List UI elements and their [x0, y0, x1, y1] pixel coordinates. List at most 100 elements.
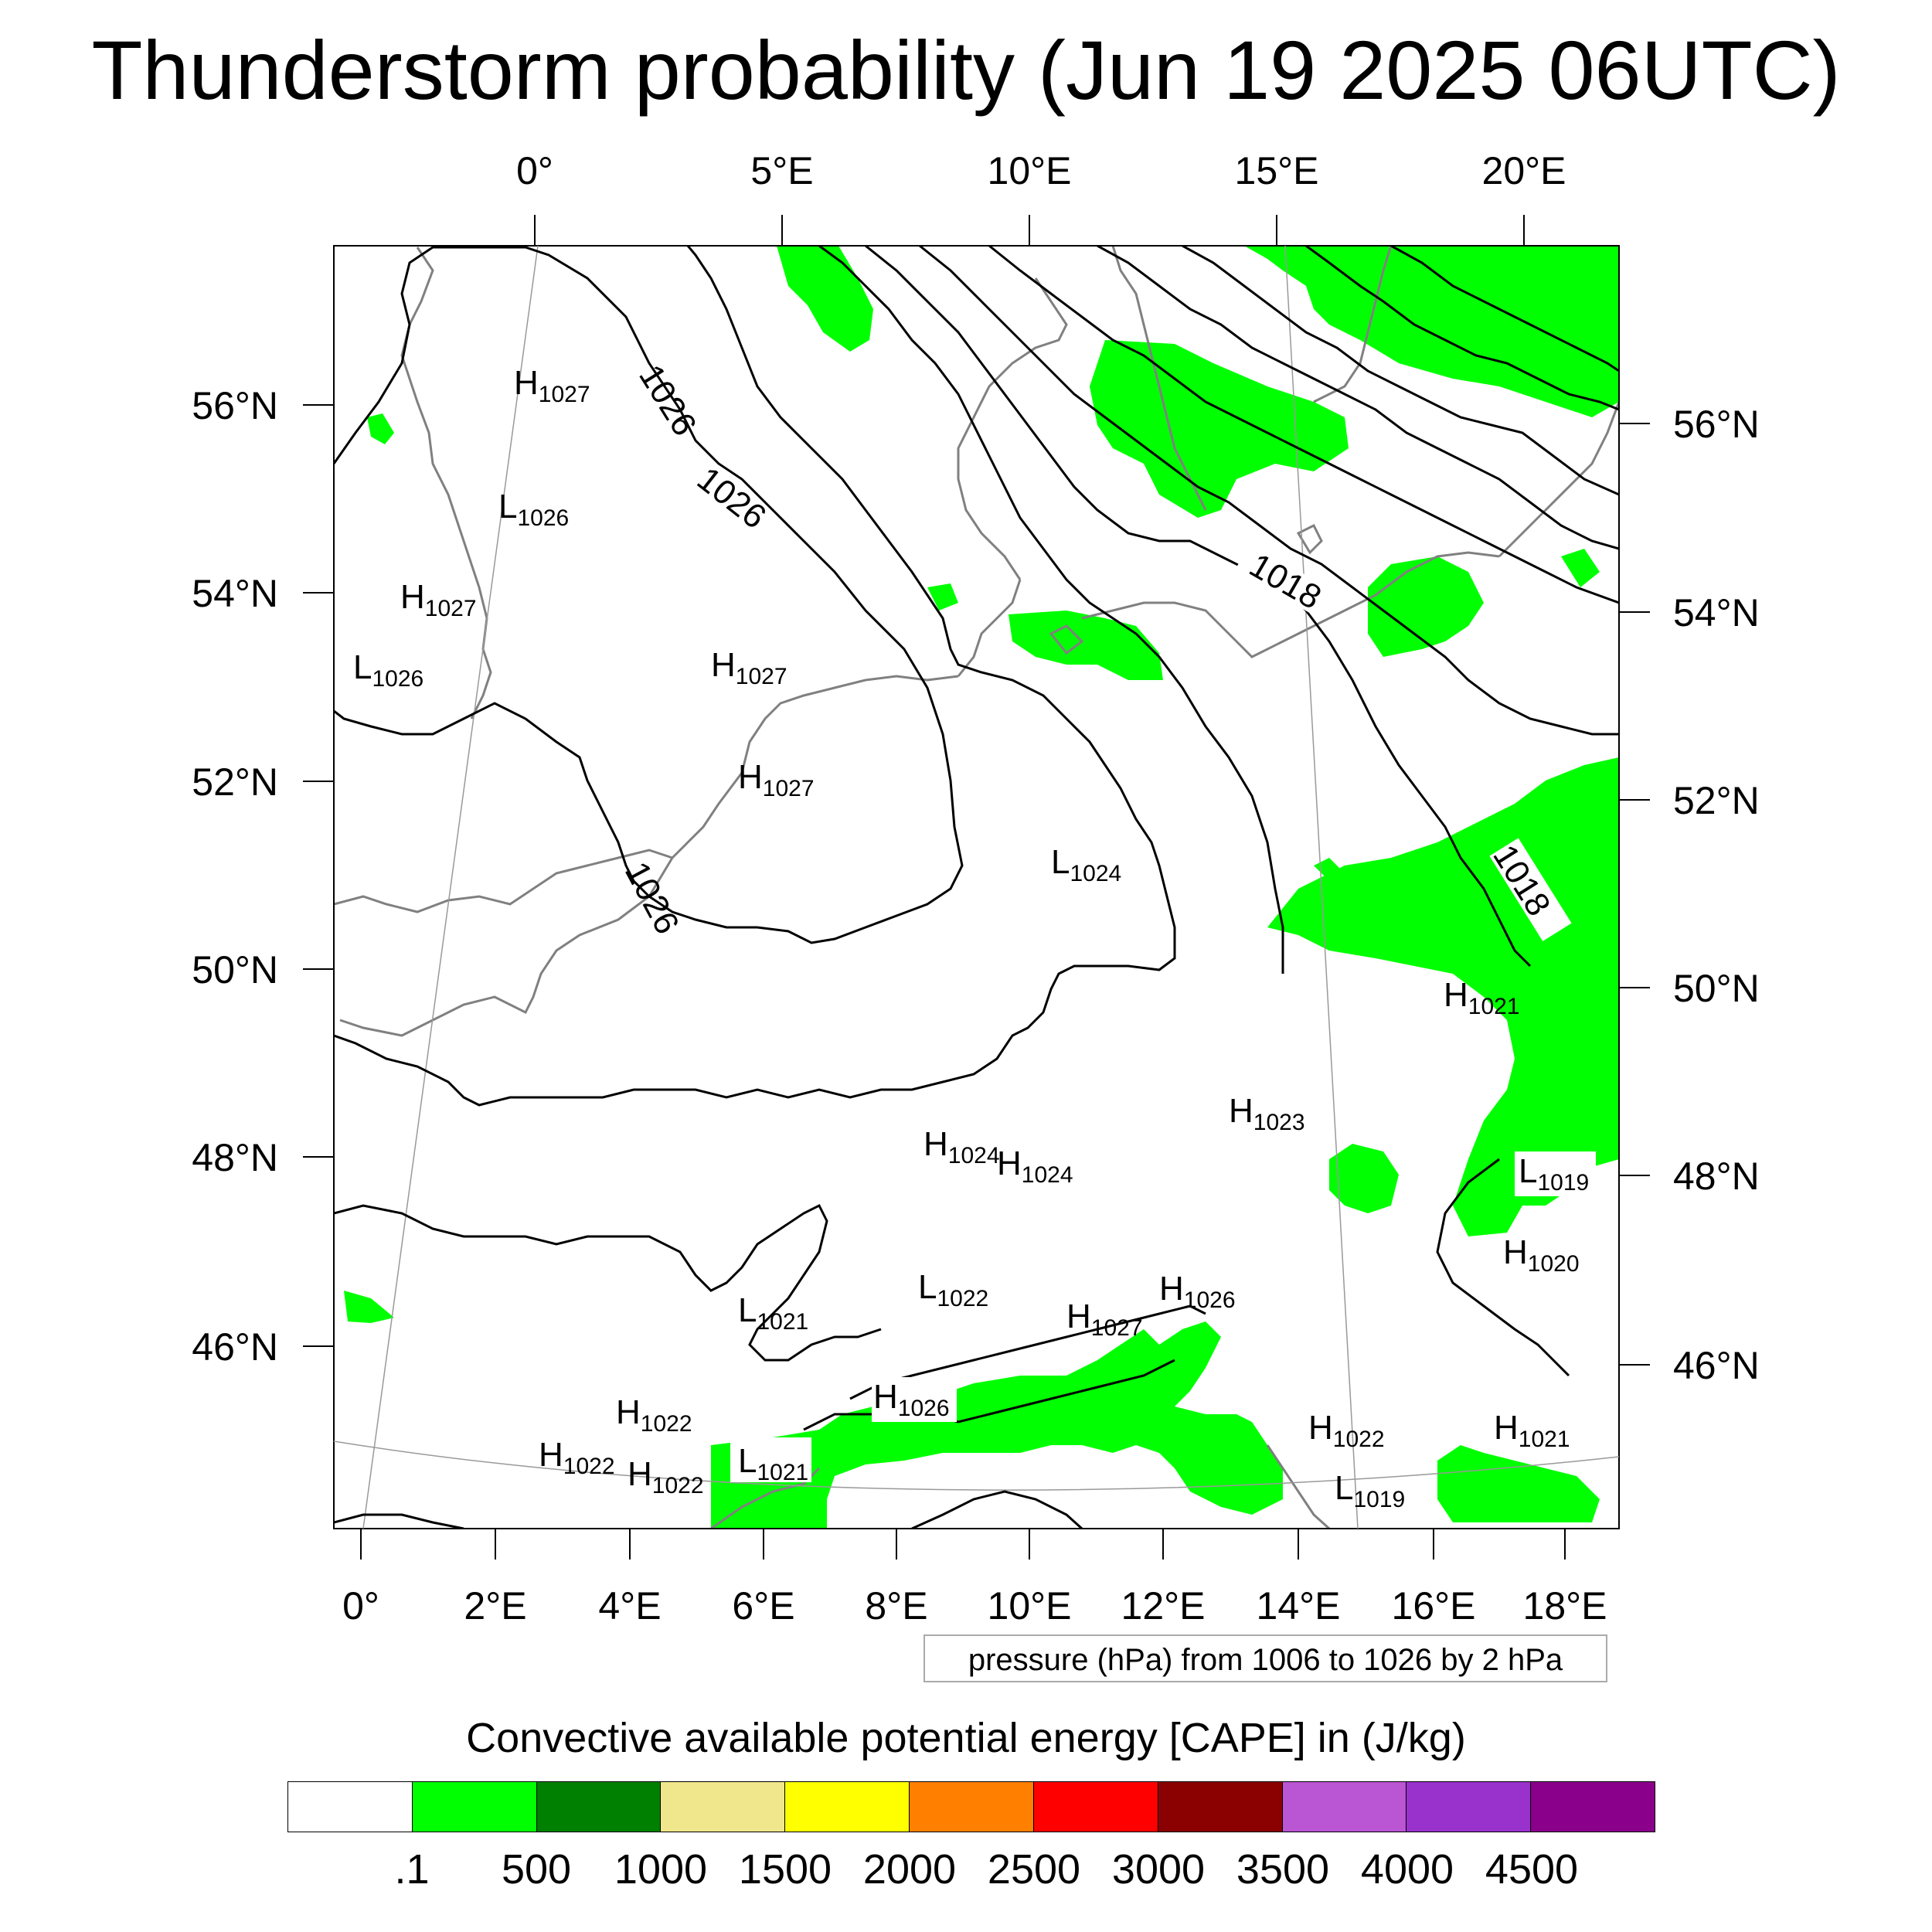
bottom-longitude-axis: 0° 2°E 4°E 6°E 8°E 10°E 12°E 14°E 16°E 1…	[342, 1529, 1607, 1628]
left-lat-label: 50°N	[192, 948, 278, 992]
isobar-1010	[1182, 246, 1619, 496]
coastline-gotland	[1296, 523, 1323, 555]
cape-area-balkan	[1437, 1445, 1600, 1522]
map-frame	[333, 245, 1620, 1529]
colorbar-box	[785, 1782, 910, 1832]
coastline-benelux	[671, 675, 959, 859]
isobar-1008	[1305, 246, 1619, 411]
contour-label-1026-c: 1026	[617, 855, 686, 940]
pressure-center: L1022	[918, 1268, 988, 1311]
top-lon-label: 15°E	[1235, 149, 1319, 192]
isobar-south-1	[334, 1513, 464, 1529]
pressure-center: H1027	[738, 758, 815, 801]
cape-area-czech	[1329, 1144, 1399, 1213]
pressure-center: H1022	[1308, 1409, 1385, 1452]
right-lat-label: 46°N	[1673, 1344, 1760, 1387]
left-lat-label: 54°N	[192, 572, 278, 615]
colorbar-box	[536, 1782, 662, 1832]
pressure-center: L1026	[498, 488, 569, 531]
graticule	[334, 246, 1619, 1529]
colorbar-box	[412, 1782, 537, 1832]
colorbar-label: 2000	[862, 1846, 957, 1893]
isobar-1006	[1390, 246, 1619, 372]
pressure-center: H1027	[711, 646, 787, 689]
coastline-adriatic	[1266, 1444, 1331, 1529]
pressure-center: L1021	[738, 1442, 808, 1485]
pressure-center: H1022	[539, 1436, 615, 1479]
right-lat-label: 56°N	[1673, 403, 1760, 446]
coastline-france-north	[339, 857, 674, 1037]
bottom-lon-label: 10°E	[988, 1584, 1072, 1628]
pressure-center: L1019	[1519, 1152, 1589, 1196]
cape-area-alps	[711, 1321, 1283, 1529]
meridian-0	[362, 246, 539, 1529]
colorbar-title: Convective available potential energy [C…	[466, 1715, 1466, 1761]
bottom-lon-label: 4°E	[598, 1584, 661, 1628]
colorbar-box	[1033, 1782, 1158, 1832]
isobar-1022	[334, 1203, 882, 1362]
pressure-center: H1027	[514, 364, 590, 407]
colorbar-box	[1406, 1782, 1532, 1832]
parallel-45n	[334, 1440, 1619, 1491]
coastline-islands	[1049, 624, 1084, 655]
top-longitude-axis: 0° 5°E 10°E 15°E 20°E	[516, 149, 1566, 246]
top-lon-label: 5°E	[750, 149, 813, 192]
contour-info-box: pressure (hPa) from 1006 to 1026 by 2 hP…	[923, 1634, 1607, 1682]
cape-area-north-sea	[777, 246, 873, 352]
isobar-1020	[818, 246, 1284, 974]
contour-label-1026-a: 1026	[631, 359, 703, 443]
bottom-lon-label: 14°E	[1257, 1584, 1341, 1628]
pressure-center: H1024	[997, 1145, 1073, 1188]
colorbar-label: 1500	[738, 1846, 832, 1893]
pressure-centers: H1027 L1026 H1027 L1026 H1027 H1027 L102…	[353, 364, 1596, 1512]
isobar-1018	[865, 246, 1532, 968]
bottom-lon-label: 0°	[342, 1584, 379, 1628]
bottom-lon-label: 16°E	[1392, 1584, 1476, 1628]
colorbar-box	[1158, 1782, 1283, 1832]
isobar-1016	[919, 246, 1619, 736]
cape-area-sweden-south	[1090, 340, 1349, 518]
coastline-baltic-east	[1498, 401, 1619, 558]
cape-area-uk	[367, 413, 394, 444]
isobar-1014	[988, 246, 1619, 604]
pressure-center: H1024	[923, 1125, 1000, 1168]
pressure-center: L1021	[738, 1291, 808, 1335]
isobars	[334, 246, 1619, 1529]
pressure-center: H1021	[1444, 976, 1520, 1019]
cape-area-baltic-north	[1244, 246, 1619, 417]
colorbar-label: 1000	[614, 1846, 708, 1893]
chart-title: Thunderstorm probability (Jun 19 2025 06…	[91, 23, 1841, 117]
bottom-lon-label: 8°E	[865, 1584, 927, 1628]
pressure-center: L1024	[1051, 843, 1121, 886]
isobar-east-1019	[1436, 1158, 1570, 1377]
coastline-baltic-south	[1081, 551, 1500, 658]
top-lon-label: 0°	[516, 149, 553, 192]
pressure-center: H1027	[400, 578, 477, 621]
pressure-center: L1026	[353, 648, 423, 692]
coastline-germany-north	[957, 579, 1022, 677]
left-lat-label: 48°N	[192, 1136, 278, 1179]
cape-area-small-1	[927, 583, 958, 611]
meridian-15e	[1284, 246, 1359, 1529]
cape-area-small-3	[1314, 858, 1345, 881]
right-lat-label: 52°N	[1673, 779, 1760, 822]
pressure-center: H1022	[628, 1455, 704, 1498]
left-lat-label: 56°N	[192, 384, 278, 427]
isobar-1026-a	[334, 246, 964, 944]
pressure-center: H1020	[1503, 1233, 1580, 1277]
colorbar-label: 4500	[1485, 1846, 1579, 1893]
colorbar-box	[661, 1782, 786, 1832]
colorbar-box	[1531, 1782, 1655, 1832]
isobar-alps-2	[803, 1359, 1175, 1431]
left-lat-label: 46°N	[192, 1325, 278, 1369]
right-lat-label: 54°N	[1673, 591, 1760, 634]
colorbar-box	[288, 1782, 413, 1832]
top-lon-label: 20°E	[1482, 149, 1566, 192]
cape-area-denmark-south	[1009, 611, 1163, 680]
right-lat-label: 48°N	[1673, 1155, 1760, 1198]
isobar-south-2	[911, 1490, 1083, 1529]
cape-area-small-2	[1561, 549, 1600, 587]
top-lon-label: 10°E	[988, 149, 1072, 192]
pressure-center: H1022	[616, 1393, 692, 1437]
pressure-center: H1026	[873, 1378, 950, 1421]
